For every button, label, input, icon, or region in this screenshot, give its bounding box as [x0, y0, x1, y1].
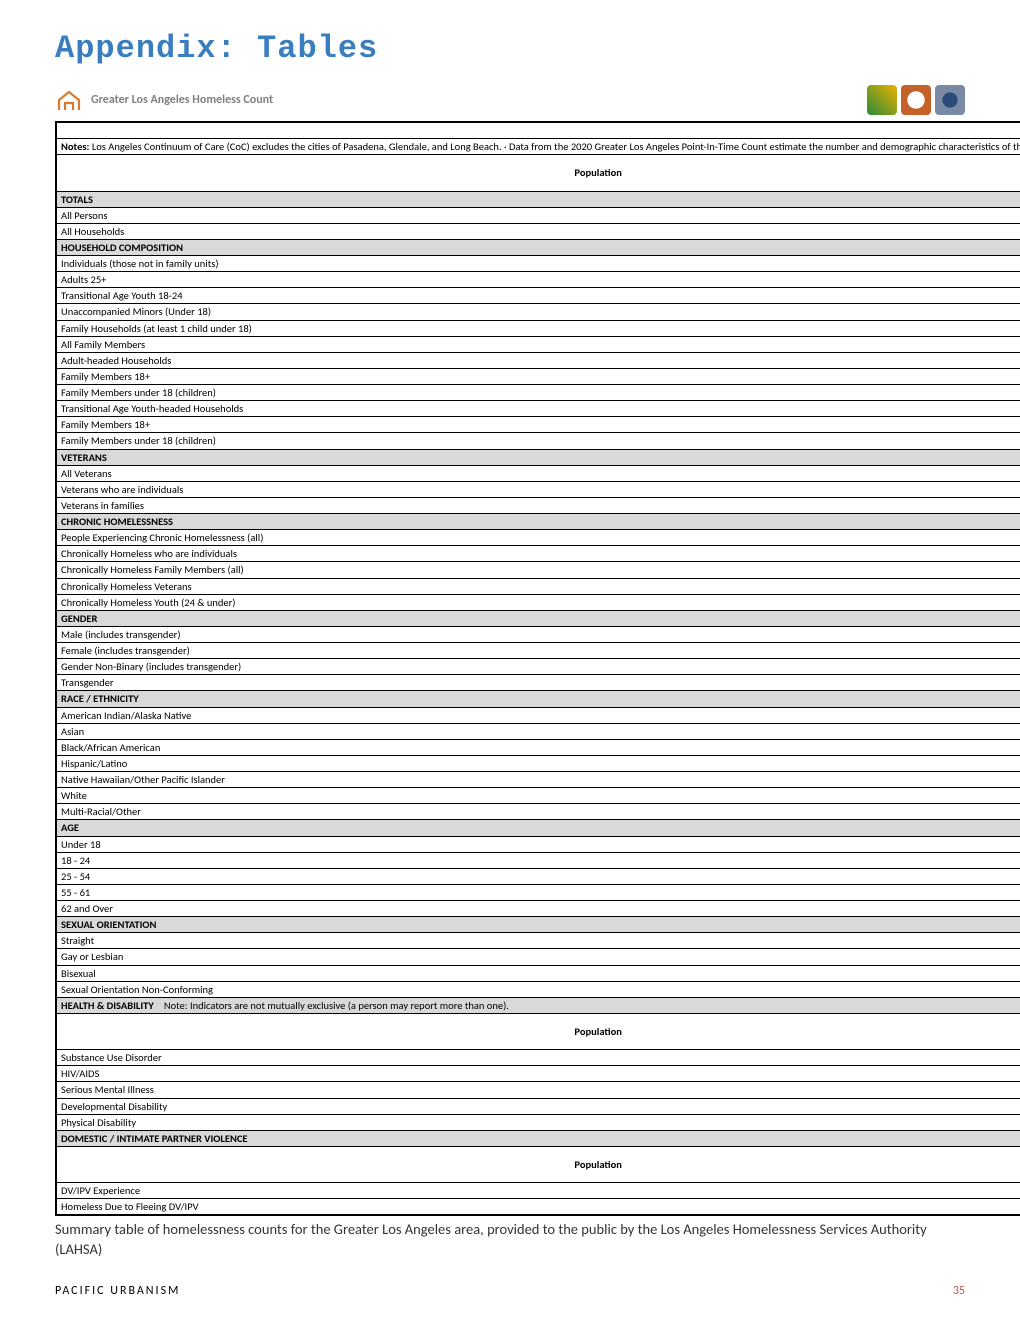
row-label: 55 - 61	[56, 884, 1020, 900]
row-label: Adult-headed Households	[56, 352, 1020, 368]
row-label: Veterans in families	[56, 497, 1020, 513]
row-label: Gay or Lesbian	[56, 949, 1020, 965]
row-label: Homeless Due to Fleeing DV/IPV	[56, 1199, 1020, 1216]
header-row: Greater Los Angeles Homeless Count	[55, 85, 965, 115]
section-header: HEALTH & DISABILITYNote: Indicators are …	[56, 997, 1020, 1013]
seal-group	[867, 85, 965, 115]
row-label: Black/African American	[56, 739, 1020, 755]
section-header: HOUSEHOLD COMPOSITION	[56, 239, 1020, 255]
house-icon	[55, 88, 83, 112]
row-label: All Households	[56, 223, 1020, 239]
row-label: Family Members under 18 (children)	[56, 385, 1020, 401]
row-label: Chronically Homeless Youth (24 & under)	[56, 594, 1020, 610]
section-header: GENDER	[56, 610, 1020, 626]
row-label: 62 and Over	[56, 901, 1020, 917]
row-label: All Persons	[56, 207, 1020, 223]
row-label: Individuals (those not in family units)	[56, 256, 1020, 272]
row-label: Native Hawaiian/Other Pacific Islander	[56, 772, 1020, 788]
row-label: All Family Members	[56, 336, 1020, 352]
row-label: Transitional Age Youth 18-24	[56, 288, 1020, 304]
table-caption: Summary table of homelessness counts for…	[55, 1220, 965, 1259]
row-label: Transgender	[56, 675, 1020, 691]
row-label: Chronically Homeless Family Members (all…	[56, 562, 1020, 578]
lahsa-seal-icon	[867, 85, 897, 115]
logo-area: Greater Los Angeles Homeless Count	[55, 88, 273, 112]
page-number: 35	[953, 1284, 965, 1298]
count-label: Greater Los Angeles Homeless Count	[91, 93, 273, 107]
row-label: Straight	[56, 933, 1020, 949]
row-label: Unaccompanied Minors (Under 18)	[56, 304, 1020, 320]
table-notes: Notes: Los Angeles Continuum of Care (Co…	[56, 139, 1020, 155]
section-header: SEXUAL ORIENTATION	[56, 917, 1020, 933]
county-seal-icon	[935, 85, 965, 115]
section-header: RACE / ETHNICITY	[56, 691, 1020, 707]
row-label: Transitional Age Youth-headed Households	[56, 401, 1020, 417]
section-header: VETERANS	[56, 449, 1020, 465]
footer-org: PACIFIC URBANISM	[55, 1284, 180, 1298]
summary-table: 2020 Greater Los Angeles Homeless Count …	[55, 121, 1020, 1216]
row-label: 18 - 24	[56, 852, 1020, 868]
row-label: HIV/AIDS	[56, 1066, 1020, 1082]
row-label: Under 18	[56, 836, 1020, 852]
section-header: TOTALS	[56, 191, 1020, 207]
section-header: AGE	[56, 820, 1020, 836]
row-label: Substance Use Disorder	[56, 1050, 1020, 1066]
section-header: DOMESTIC / INTIMATE PARTNER VIOLENCE	[56, 1130, 1020, 1146]
row-label: Family Members under 18 (children)	[56, 433, 1020, 449]
row-label: Family Members 18+	[56, 417, 1020, 433]
section-header: CHRONIC HOMELESSNESS	[56, 514, 1020, 530]
row-label: All Veterans	[56, 465, 1020, 481]
row-label: Chronically Homeless who are individuals	[56, 546, 1020, 562]
row-label: People Experiencing Chronic Homelessness…	[56, 530, 1020, 546]
table-title: 2020 Greater Los Angeles Homeless Count …	[56, 122, 1020, 139]
row-label: Adults 25+	[56, 272, 1020, 288]
row-label: Asian	[56, 723, 1020, 739]
row-label: Chronically Homeless Veterans	[56, 578, 1020, 594]
row-label: Bisexual	[56, 965, 1020, 981]
row-label: Multi-Racial/Other	[56, 804, 1020, 820]
row-label: Hispanic/Latino	[56, 755, 1020, 771]
page-footer: PACIFIC URBANISM 35	[55, 1284, 965, 1298]
row-label: Sexual Orientation Non-Conforming	[56, 981, 1020, 997]
row-label: Serious Mental Illness	[56, 1082, 1020, 1098]
col-population: Population	[56, 1013, 1020, 1049]
row-label: Developmental Disability	[56, 1098, 1020, 1114]
row-label: White	[56, 788, 1020, 804]
row-label: Gender Non-Binary (includes transgender)	[56, 659, 1020, 675]
row-label: Veterans who are individuals	[56, 481, 1020, 497]
row-label: Male (includes transgender)	[56, 626, 1020, 642]
row-label: Family Households (at least 1 child unde…	[56, 320, 1020, 336]
city-seal-icon	[901, 85, 931, 115]
page-title: Appendix: Tables	[55, 30, 965, 67]
row-label: Physical Disability	[56, 1114, 1020, 1130]
row-label: 25 - 54	[56, 868, 1020, 884]
row-label: American Indian/Alaska Native	[56, 707, 1020, 723]
col-population: Population	[56, 155, 1020, 191]
row-label: Female (includes transgender)	[56, 643, 1020, 659]
row-label: DV/IPV Experience	[56, 1183, 1020, 1199]
col-population: Population	[56, 1146, 1020, 1182]
row-label: Family Members 18+	[56, 368, 1020, 384]
